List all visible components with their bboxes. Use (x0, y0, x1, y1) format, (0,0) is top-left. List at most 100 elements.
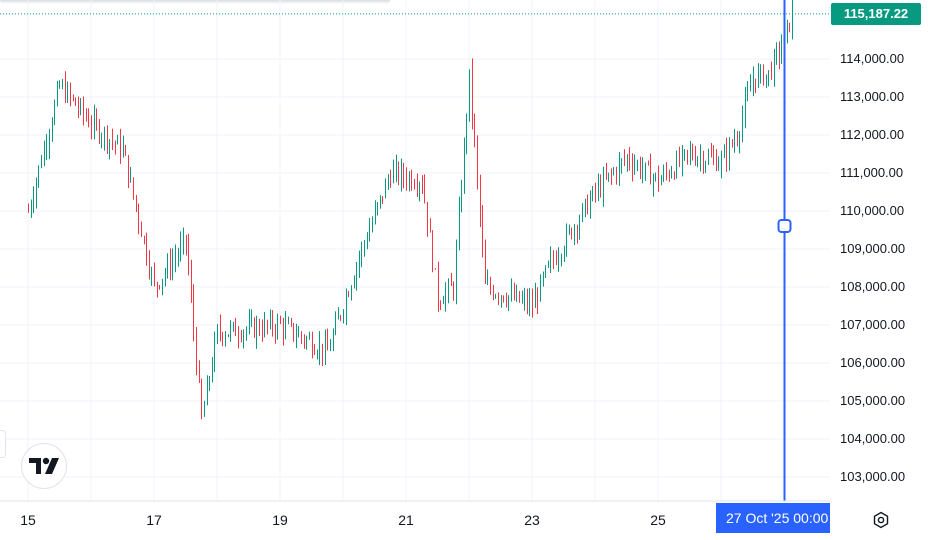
price-tick-label: 103,000.00 (840, 469, 905, 484)
candle-body (451, 282, 452, 286)
tradingview-logo-icon[interactable] (21, 443, 67, 489)
candle-body (522, 299, 523, 302)
candle-body (367, 240, 368, 244)
price-tick-label: 111,000.00 (840, 165, 903, 180)
candle-body (359, 257, 360, 267)
candle-body (144, 236, 145, 240)
candle-body (199, 368, 200, 381)
candle-body (264, 321, 265, 334)
candle-body (574, 227, 575, 238)
candle-body (435, 268, 436, 270)
candle-body (582, 206, 583, 221)
candle-body (86, 114, 87, 119)
candle-body (445, 291, 446, 303)
candle-body (78, 105, 79, 110)
candle-body (70, 87, 71, 97)
candle-body (419, 184, 420, 189)
price-tick-label: 113,000.00 (840, 89, 904, 104)
candle-body (535, 295, 536, 308)
candle-body (490, 282, 491, 290)
candle-body (214, 339, 215, 367)
candle-body (697, 158, 698, 163)
candle-body (653, 177, 654, 185)
price-tick-label: 112,000.00 (840, 127, 904, 142)
candle-body (440, 303, 441, 305)
candle-body (382, 195, 383, 199)
candle-body (149, 260, 150, 274)
candle-body (67, 87, 68, 100)
candle-body (516, 291, 517, 299)
candle-body (62, 83, 63, 85)
candle-body (592, 188, 593, 199)
candle-body (661, 178, 662, 185)
candle-body (277, 320, 278, 333)
candle-body (608, 172, 609, 178)
crosshair-handle[interactable] (777, 219, 792, 233)
candle-body (65, 83, 66, 100)
gear-icon[interactable] (868, 508, 894, 534)
candle-body (354, 279, 355, 288)
candle-body (768, 70, 769, 75)
tv-logo-mark (29, 457, 59, 474)
candle-body (590, 198, 591, 213)
price-tick-label: 105,000.00 (840, 393, 905, 408)
candle-body (464, 142, 465, 189)
candle-body (758, 71, 759, 86)
candle-body (561, 256, 562, 259)
candle-body (338, 316, 339, 320)
candle-body (233, 323, 234, 327)
candle-body (44, 147, 45, 164)
time-tick-label: 19 (272, 512, 288, 528)
side-panel-tab[interactable] (0, 430, 6, 458)
price-tick-label: 104,000.00 (840, 431, 905, 446)
candle-body (480, 178, 481, 217)
candle-body (690, 150, 691, 153)
candle-body (529, 300, 530, 307)
candle-body (285, 323, 286, 334)
candle-body (112, 140, 113, 143)
candle-body (317, 353, 318, 355)
candle-body (146, 239, 147, 261)
crosshair-time-label: 27 Oct '25 00:00 (716, 503, 830, 533)
candle-body (477, 142, 478, 179)
candle-body (151, 271, 152, 274)
candle-body (220, 326, 221, 334)
candle-body (340, 316, 341, 318)
price-axis[interactable]: 103,000.00 104,000.00 105,000.00 106,000.00… (840, 51, 905, 484)
candle-body (59, 84, 60, 87)
candle-body (125, 147, 126, 156)
candle-body (506, 300, 507, 304)
candle-body (766, 74, 767, 84)
candle-body (648, 162, 649, 164)
candle-body (393, 169, 394, 183)
candle-body (703, 156, 704, 167)
candle-body (249, 321, 250, 330)
candle-body (235, 323, 236, 336)
candle-body (558, 258, 559, 264)
price-tick-label: 106,000.00 (840, 355, 905, 370)
candle-body (172, 260, 173, 272)
candle-body (406, 177, 407, 184)
candle-body (485, 247, 486, 284)
time-axis[interactable]: 15 17 19 21 23 25 (20, 512, 666, 528)
candle-body (666, 171, 667, 174)
candle-body (616, 170, 617, 177)
candle-body (409, 175, 410, 184)
candle-body (692, 150, 693, 158)
candle-body (598, 184, 599, 192)
candle-body (36, 181, 37, 199)
candle-body (330, 347, 331, 351)
candle-body (120, 138, 121, 155)
candle-body (186, 235, 187, 243)
candle-body (459, 208, 460, 248)
candle-body (222, 333, 223, 340)
candle-body (669, 173, 670, 177)
candle-body (57, 86, 58, 104)
candle-body (52, 122, 53, 135)
candle-body (99, 123, 100, 140)
candle-body (96, 116, 97, 124)
candle-body (540, 277, 541, 302)
candle-body (600, 184, 601, 194)
candle-body (157, 282, 158, 286)
